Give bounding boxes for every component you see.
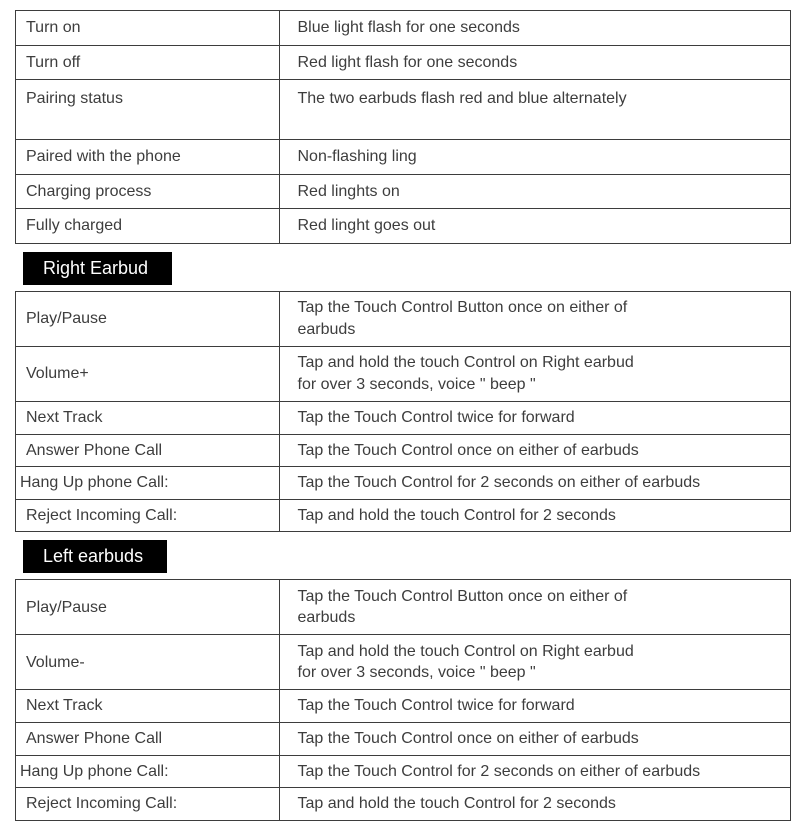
- table-row: Volume- Tap and hold the touch Control o…: [16, 635, 791, 690]
- table-row: Hang Up phone Call: Tap the Touch Contro…: [16, 755, 791, 788]
- table-row: Fully charged Red linght goes out: [16, 209, 791, 244]
- control-desc: Tap and hold the touch Control for 2 sec…: [279, 788, 791, 821]
- status-label: Paired with the phone: [16, 140, 280, 175]
- control-label: Hang Up phone Call:: [16, 467, 280, 500]
- table-row: Play/Pause Tap the Touch Control Button …: [16, 580, 791, 635]
- status-desc: The two earbuds flash red and blue alter…: [279, 80, 791, 140]
- table-row: Paired with the phone Non-flashing ling: [16, 140, 791, 175]
- status-desc: Red linghts on: [279, 174, 791, 209]
- control-desc: Tap and hold the touch Control on Right …: [279, 346, 791, 401]
- control-label: Volume-: [16, 635, 280, 690]
- control-label: Volume+: [16, 346, 280, 401]
- control-desc: Tap and hold the touch Control for 2 sec…: [279, 499, 791, 532]
- status-desc: Blue light flash for one seconds: [279, 11, 791, 46]
- table-row: Volume+ Tap and hold the touch Control o…: [16, 346, 791, 401]
- table-row: Next Track Tap the Touch Control twice f…: [16, 690, 791, 723]
- left-earbuds-table: Play/Pause Tap the Touch Control Button …: [15, 579, 791, 820]
- control-label: Play/Pause: [16, 291, 280, 346]
- status-label: Pairing status: [16, 80, 280, 140]
- status-label: Fully charged: [16, 209, 280, 244]
- control-desc: Tap the Touch Control twice for forward: [279, 401, 791, 434]
- table-row: Next Track Tap the Touch Control twice f…: [16, 401, 791, 434]
- control-desc: Tap the Touch Control once on either of …: [279, 434, 791, 467]
- table-row: Charging process Red linghts on: [16, 174, 791, 209]
- table-row: Answer Phone Call Tap the Touch Control …: [16, 722, 791, 755]
- section-header-right: Right Earbud: [23, 252, 172, 285]
- control-label: Reject Incoming Call:: [16, 788, 280, 821]
- table-row: Turn on Blue light flash for one seconds: [16, 11, 791, 46]
- table-row: Hang Up phone Call: Tap the Touch Contro…: [16, 467, 791, 500]
- status-desc: Non-flashing ling: [279, 140, 791, 175]
- status-label: Turn on: [16, 11, 280, 46]
- status-table: Turn on Blue light flash for one seconds…: [15, 10, 791, 244]
- control-desc: Tap the Touch Control for 2 seconds on e…: [279, 755, 791, 788]
- control-desc: Tap the Touch Control Button once on eit…: [279, 291, 791, 346]
- status-desc: Red light flash for one seconds: [279, 45, 791, 80]
- control-label: Play/Pause: [16, 580, 280, 635]
- table-row: Reject Incoming Call: Tap and hold the t…: [16, 788, 791, 821]
- section-header-left: Left earbuds: [23, 540, 167, 573]
- control-label: Answer Phone Call: [16, 722, 280, 755]
- status-desc: Red linght goes out: [279, 209, 791, 244]
- table-row: Turn off Red light flash for one seconds: [16, 45, 791, 80]
- table-row: Pairing status The two earbuds flash red…: [16, 80, 791, 140]
- right-earbud-table: Play/Pause Tap the Touch Control Button …: [15, 291, 791, 532]
- control-desc: Tap the Touch Control for 2 seconds on e…: [279, 467, 791, 500]
- status-label: Charging process: [16, 174, 280, 209]
- control-desc: Tap and hold the touch Control on Right …: [279, 635, 791, 690]
- control-desc: Tap the Touch Control once on either of …: [279, 722, 791, 755]
- control-desc: Tap the Touch Control twice for forward: [279, 690, 791, 723]
- control-desc: Tap the Touch Control Button once on eit…: [279, 580, 791, 635]
- control-label: Reject Incoming Call:: [16, 499, 280, 532]
- control-label: Next Track: [16, 690, 280, 723]
- table-row: Reject Incoming Call: Tap and hold the t…: [16, 499, 791, 532]
- control-label: Next Track: [16, 401, 280, 434]
- control-label: Answer Phone Call: [16, 434, 280, 467]
- control-label: Hang Up phone Call:: [16, 755, 280, 788]
- status-label: Turn off: [16, 45, 280, 80]
- table-row: Answer Phone Call Tap the Touch Control …: [16, 434, 791, 467]
- table-row: Play/Pause Tap the Touch Control Button …: [16, 291, 791, 346]
